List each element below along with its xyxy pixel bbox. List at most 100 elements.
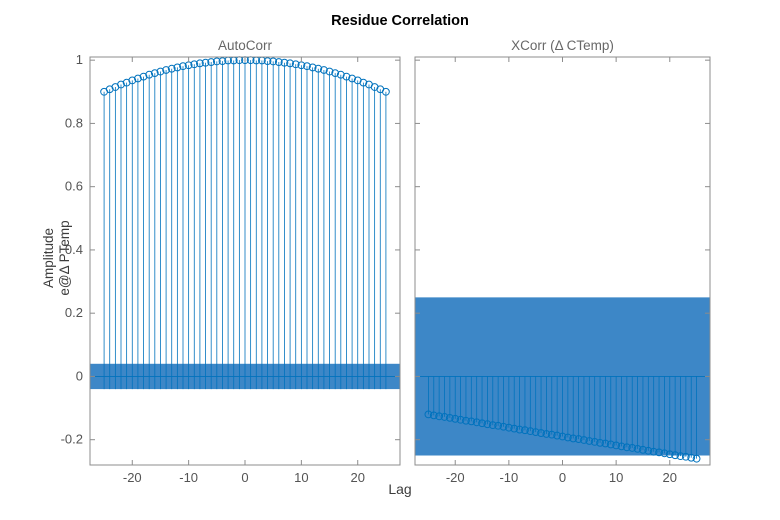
stem-marker xyxy=(655,448,663,457)
stem-marker xyxy=(499,422,508,431)
stem-marker xyxy=(660,449,669,458)
stem-marker xyxy=(483,420,492,429)
x-tick-label: 10 xyxy=(609,470,623,485)
stem-marker xyxy=(348,74,356,83)
stem-marker xyxy=(173,63,182,72)
stem-marker xyxy=(472,418,481,427)
y-tick-label: 0.6 xyxy=(65,179,83,194)
stem-marker xyxy=(286,59,294,68)
stem-marker xyxy=(218,57,227,66)
stem-marker xyxy=(336,70,345,79)
stem-lines xyxy=(103,60,387,390)
stem-marker xyxy=(440,413,449,421)
stem-marker xyxy=(156,67,165,76)
y-tick-label: 0 xyxy=(76,368,83,383)
stem-marker xyxy=(601,439,610,448)
stem-marker xyxy=(547,430,556,439)
stem-marker xyxy=(628,444,637,452)
axis-ticks xyxy=(415,57,710,465)
tick-labels: -20 -10 0 10 20 xyxy=(446,470,677,485)
stem-marker xyxy=(644,446,653,455)
stem-marker xyxy=(537,429,545,437)
stem-marker xyxy=(617,442,626,451)
x-axis-label: Lag xyxy=(388,481,412,497)
stem-marker xyxy=(382,87,390,96)
stem-marker xyxy=(558,432,567,441)
stem-marker xyxy=(462,416,470,425)
stem-marker xyxy=(542,430,551,438)
x-tick-label: -20 xyxy=(123,470,142,485)
stem-marker xyxy=(145,70,154,79)
stem-marker xyxy=(681,452,690,461)
stem-marker xyxy=(526,427,535,436)
y-tick-label: -0.2 xyxy=(61,432,83,447)
subplot-autocorr: -20 -10 0 10 20 -0.2 0 0.2 0.4 0.6 0.8 1 xyxy=(61,52,401,485)
stem-marker xyxy=(504,423,513,432)
stem-marker xyxy=(207,58,216,66)
stem-marker xyxy=(671,451,680,460)
stem-marker xyxy=(320,66,328,74)
stem-marker xyxy=(553,431,562,440)
stem-marker xyxy=(139,72,148,81)
stem-markers xyxy=(424,410,701,463)
stem-marker xyxy=(196,59,204,68)
stem-marker xyxy=(622,443,631,452)
stem-marker xyxy=(569,434,578,443)
x-tick-label: 20 xyxy=(663,470,677,485)
stem-marker xyxy=(580,436,588,444)
stem-marker xyxy=(639,445,647,454)
stem-marker xyxy=(633,444,642,453)
stem-marker xyxy=(150,69,159,78)
stem-marker xyxy=(451,414,460,423)
stem-markers xyxy=(100,56,390,96)
subplot-xcorr: -20 -10 0 10 20 xyxy=(414,56,711,485)
stem-marker xyxy=(269,57,278,66)
stem-marker xyxy=(521,426,529,435)
y-tick-label: 0.8 xyxy=(65,115,83,130)
stem-marker xyxy=(596,438,604,447)
stem-marker xyxy=(424,410,433,419)
stem-marker xyxy=(665,450,674,459)
stem-marker xyxy=(212,57,221,66)
stem-marker xyxy=(510,424,519,433)
stem-marker xyxy=(435,412,444,421)
stem-marker xyxy=(649,447,658,456)
stem-marker xyxy=(128,76,137,85)
stem-marker xyxy=(134,74,142,83)
subplot-title-xcorr: XCorr (Δ CTemp) xyxy=(511,38,614,53)
y-tick-label: 0.2 xyxy=(65,305,83,320)
stem-marker xyxy=(167,64,176,73)
stem-marker xyxy=(314,64,323,73)
stem-marker xyxy=(590,438,599,446)
stem-marker xyxy=(263,57,272,66)
x-tick-label: 10 xyxy=(294,470,308,485)
stem-marker xyxy=(612,441,621,450)
subplot-title-autocorr: AutoCorr xyxy=(217,38,273,53)
axis-ticks xyxy=(90,57,400,465)
stem-marker xyxy=(574,435,583,443)
stem-marker xyxy=(478,419,486,428)
stem-marker xyxy=(117,80,125,89)
stem-marker xyxy=(359,78,368,87)
stem-marker xyxy=(563,433,572,442)
stem-marker xyxy=(325,67,334,76)
stem-lines xyxy=(428,376,697,459)
stem-marker xyxy=(308,63,317,72)
stem-marker xyxy=(342,72,351,81)
stem-marker xyxy=(274,58,283,66)
stem-marker xyxy=(676,452,685,461)
stem-marker xyxy=(280,58,289,67)
stem-marker xyxy=(687,453,696,462)
x-tick-label: 20 xyxy=(350,470,364,485)
figure-title: Residue Correlation xyxy=(331,13,469,29)
stem-marker xyxy=(585,437,594,445)
stem-marker xyxy=(515,425,524,434)
stem-marker xyxy=(467,417,476,426)
stem-marker xyxy=(456,415,465,424)
y-tick-label: 1 xyxy=(76,52,83,67)
stem-marker xyxy=(445,413,454,422)
x-tick-label: 0 xyxy=(241,470,248,485)
x-tick-label: -10 xyxy=(179,470,198,485)
tick-labels: -20 -10 0 10 20 -0.2 0 0.2 0.4 0.6 0.8 1 xyxy=(61,52,365,485)
